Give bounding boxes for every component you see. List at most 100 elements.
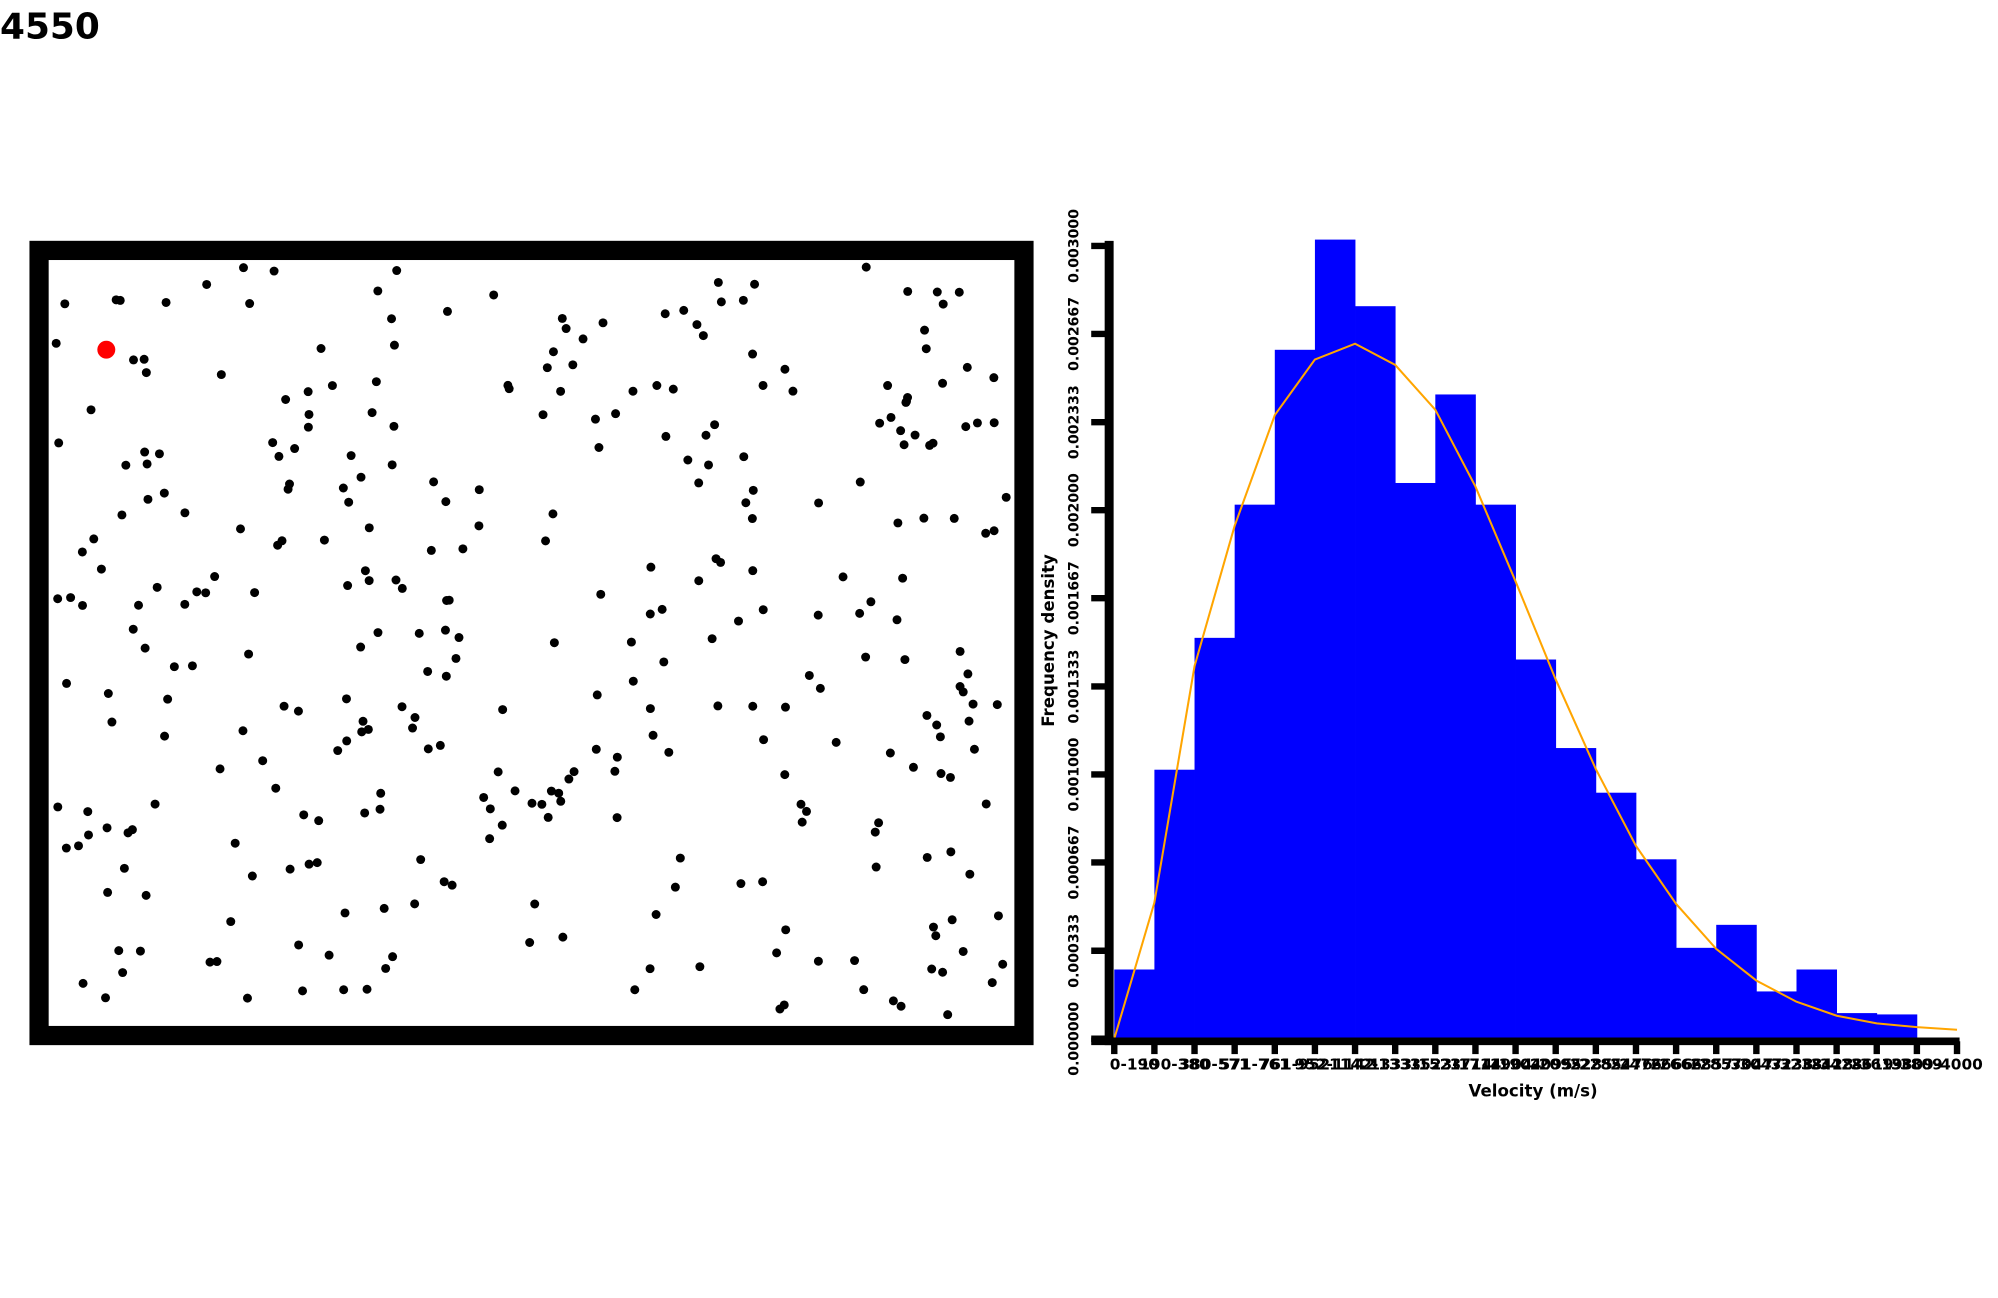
particle	[341, 694, 351, 704]
particle	[981, 799, 991, 809]
particle	[716, 297, 726, 307]
particle	[247, 871, 257, 881]
particle	[250, 588, 260, 598]
particle	[389, 421, 399, 431]
particle	[704, 460, 714, 470]
particle	[454, 633, 464, 643]
particle	[646, 562, 656, 572]
particle	[441, 671, 451, 681]
particle	[128, 624, 138, 634]
particle	[958, 946, 968, 956]
tracked-particle	[97, 340, 116, 359]
particle	[78, 978, 88, 988]
particle	[993, 911, 1003, 921]
particle	[212, 957, 222, 967]
particle	[187, 661, 197, 671]
particle	[101, 993, 111, 1003]
particle	[750, 279, 760, 289]
particle	[612, 752, 622, 762]
particle	[303, 387, 313, 397]
particle	[216, 370, 226, 380]
particle	[998, 959, 1008, 969]
particle	[549, 638, 559, 648]
particle	[946, 847, 956, 857]
particle	[150, 799, 160, 809]
particle	[281, 395, 291, 404]
particle	[670, 882, 680, 892]
particle	[922, 852, 932, 862]
particle	[339, 985, 349, 995]
particle	[661, 431, 671, 441]
bar	[1635, 859, 1677, 1039]
particle	[694, 478, 704, 488]
particle	[338, 483, 348, 493]
particle	[304, 859, 314, 869]
particle	[226, 917, 236, 927]
particle	[298, 986, 308, 996]
particle	[564, 774, 574, 784]
particle	[648, 730, 658, 740]
particle	[548, 509, 558, 519]
particle	[392, 266, 402, 276]
bar	[1234, 504, 1276, 1039]
particle	[962, 362, 972, 372]
particle	[115, 295, 125, 305]
particle	[955, 646, 965, 656]
particle	[202, 279, 212, 289]
particle	[802, 806, 811, 816]
particle	[379, 903, 389, 913]
particle	[758, 380, 768, 390]
particle	[713, 277, 723, 287]
particle	[759, 735, 769, 745]
bar	[1114, 969, 1155, 1039]
x-tick-label: 3809-4000	[1891, 1055, 1983, 1073]
particle	[780, 702, 790, 712]
particle	[919, 513, 929, 523]
particle	[414, 628, 424, 638]
particle	[489, 290, 499, 300]
particle	[416, 855, 426, 865]
particle	[83, 807, 93, 817]
particle	[610, 766, 620, 776]
particle	[304, 409, 314, 419]
particle	[748, 566, 758, 576]
particle	[117, 510, 127, 520]
particle	[896, 1001, 906, 1011]
particle	[938, 967, 948, 977]
particle	[293, 706, 303, 716]
particle	[74, 841, 83, 851]
bar	[1716, 924, 1757, 1039]
particle	[558, 932, 568, 942]
particle	[797, 817, 807, 827]
particle	[628, 386, 638, 396]
particle	[695, 962, 705, 972]
particle	[360, 566, 370, 576]
particle	[510, 786, 520, 796]
particle	[358, 716, 368, 726]
particle	[238, 726, 248, 736]
particle	[290, 444, 300, 454]
particle	[903, 286, 913, 296]
particle	[965, 869, 975, 879]
particle	[277, 536, 287, 546]
particle	[968, 699, 978, 709]
particle	[932, 287, 942, 297]
particle	[316, 344, 326, 353]
particle	[245, 299, 255, 309]
particle	[54, 438, 64, 448]
particle	[141, 890, 151, 900]
fit-curve	[1113, 342, 1958, 1040]
particle	[423, 666, 433, 676]
particle	[525, 938, 535, 947]
particle	[89, 534, 99, 544]
x-tick-label: 3238-3428	[1771, 1055, 1863, 1073]
particle	[103, 689, 113, 698]
particle	[541, 536, 551, 546]
particle	[299, 810, 309, 820]
particle	[154, 449, 164, 459]
particle	[53, 802, 63, 812]
particle	[303, 422, 313, 432]
particle	[949, 513, 959, 523]
bar	[1475, 504, 1516, 1039]
